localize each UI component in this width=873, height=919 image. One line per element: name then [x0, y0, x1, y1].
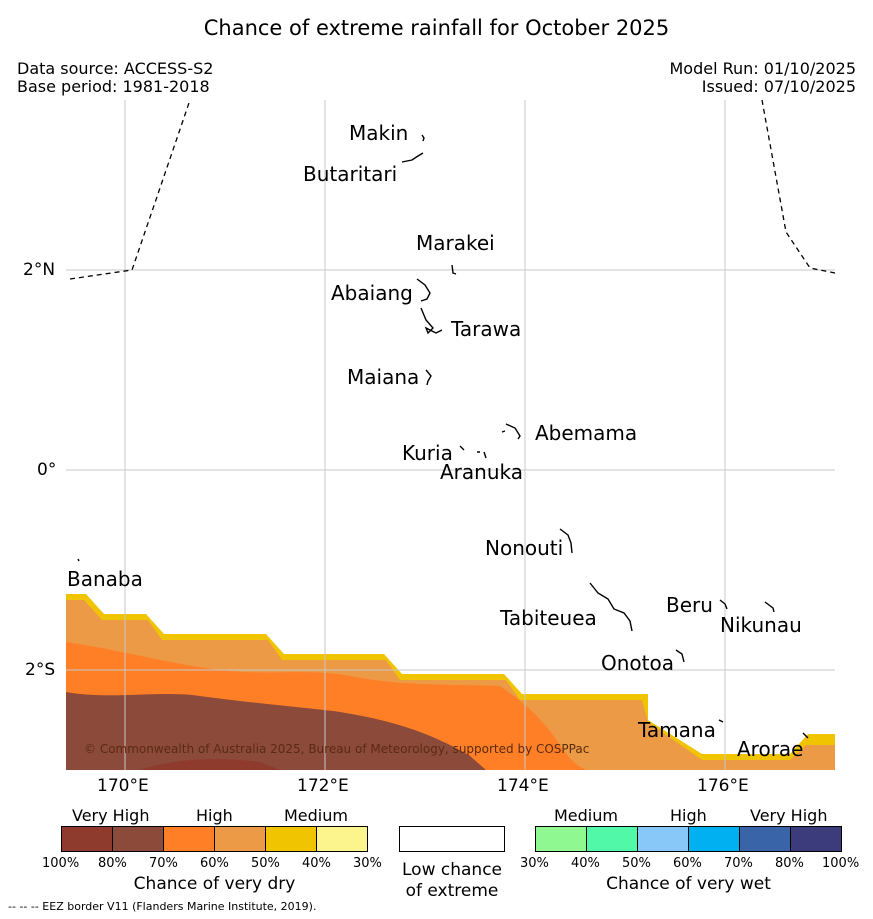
island-label-arorae: Arorae — [737, 737, 804, 761]
copyright-credit: © Commonwealth of Australia 2025, Bureau… — [84, 742, 590, 756]
banaba-outline — [77, 558, 80, 562]
wet-tick-60: 60% — [673, 856, 702, 871]
eez-footnote: -- -- -- EEZ border V11 (Flanders Marine… — [8, 900, 317, 913]
island-label-nikunau: Nikunau — [720, 613, 802, 637]
dry-legend-title: Chance of very dry — [133, 874, 296, 894]
wet-tick-50: 50% — [622, 856, 651, 871]
wet-category-very-high: Very High — [750, 806, 828, 825]
island-label-banaba: Banaba — [67, 567, 143, 591]
butaritari-outline — [401, 152, 424, 163]
makin-outline — [421, 134, 425, 142]
dry-tick-60: 60% — [200, 856, 229, 871]
island-label-abaiang: Abaiang — [331, 281, 413, 305]
dry-swatch-50-40 — [265, 826, 317, 852]
dry-category-very-high: Very High — [72, 806, 150, 825]
dry-tick-30: 30% — [353, 856, 382, 871]
lon-label-172: 172°E — [297, 776, 349, 796]
island-label-nonouti: Nonouti — [485, 536, 564, 560]
wet-tick-70: 70% — [724, 856, 753, 871]
wet-tick-80: 80% — [775, 856, 804, 871]
graticule — [66, 100, 835, 770]
wet-category-high: High — [670, 806, 707, 825]
dry-category-high: High — [196, 806, 233, 825]
kuria-aranuka-outline — [459, 445, 487, 459]
lon-label-176: 176°E — [697, 776, 749, 796]
lat-label-0: 0° — [37, 460, 57, 480]
island-label-beru: Beru — [666, 593, 713, 617]
map-canvas — [66, 99, 836, 770]
dry-swatch-80-70 — [112, 826, 164, 852]
lon-label-170: 170°E — [97, 776, 149, 796]
marakei-outline — [451, 264, 457, 275]
dry-tick-70: 70% — [149, 856, 178, 871]
island-label-tamana: Tamana — [638, 718, 716, 742]
abaiang-outline — [416, 278, 431, 302]
maiana-outline — [425, 369, 432, 386]
wet-category-medium: Medium — [554, 806, 618, 825]
low-chance-swatch — [399, 826, 505, 852]
base-period: Base period: 1981-2018 — [17, 77, 210, 96]
tabiteuea-outline — [589, 582, 633, 632]
dry-tick-40: 40% — [302, 856, 331, 871]
low-chance-label: Low chance of extreme — [398, 860, 506, 902]
beru-outline — [719, 599, 728, 610]
island-label-abemama: Abemama — [535, 421, 638, 445]
island-outlines — [77, 134, 809, 739]
wet-tick-100: 100% — [822, 856, 860, 871]
nonouti-outline — [559, 528, 573, 554]
wet-swatch-40-50 — [586, 826, 638, 852]
wet-tick-40: 40% — [571, 856, 600, 871]
island-label-onotoa: Onotoa — [601, 651, 674, 675]
wet-legend-title: Chance of very wet — [606, 874, 771, 894]
tamana-outline — [718, 719, 724, 723]
map-title: Chance of extreme rainfall for October 2… — [203, 16, 670, 40]
island-label-tarawa: Tarawa — [451, 317, 522, 341]
dry-category-medium: Medium — [284, 806, 348, 825]
tarawa-outline — [420, 307, 443, 335]
wet-swatch-30-40 — [535, 826, 587, 852]
wet-swatch-80-100 — [790, 826, 842, 852]
very-high-dry-region — [66, 692, 486, 770]
island-label-makin: Makin — [349, 121, 409, 145]
low-chance-line1: Low chance — [402, 860, 502, 880]
dry-swatch-40-30 — [316, 826, 368, 852]
onotoa-outline — [675, 649, 685, 663]
island-label-tabiteuea: Tabiteuea — [500, 606, 597, 630]
arorae-outline — [802, 732, 809, 739]
dry-tick-80: 80% — [98, 856, 127, 871]
dry-swatch-60-50 — [214, 826, 266, 852]
nikunau-outline — [764, 601, 775, 613]
wet-tick-30: 30% — [520, 856, 549, 871]
wet-swatch-60-70 — [688, 826, 740, 852]
data-source: Data source: ACCESS-S2 — [17, 59, 214, 78]
dry-tick-100: 100% — [42, 856, 80, 871]
dry-swatch-100-80 — [61, 826, 113, 852]
island-label-marakei: Marakei — [416, 231, 495, 255]
lat-label-2s: 2°S — [25, 660, 56, 680]
low-chance-line2: of extreme — [405, 881, 499, 901]
model-run: Model Run: 01/10/2025 — [669, 59, 857, 78]
dry-swatch-70-60 — [163, 826, 215, 852]
very-high-dry-core — [140, 759, 280, 770]
lat-label-2n: 2°N — [23, 260, 56, 280]
island-label-butaritari: Butaritari — [303, 162, 398, 186]
wet-swatch-50-60 — [637, 826, 689, 852]
abemama-outline — [501, 423, 521, 440]
issued-date: Issued: 07/10/2025 — [701, 77, 856, 96]
wet-swatch-70-80 — [739, 826, 791, 852]
eez-border — [69, 99, 836, 280]
island-label-kuria: Kuria — [402, 441, 453, 465]
island-label-aranuka: Aranuka — [440, 460, 523, 484]
lon-label-174: 174°E — [497, 776, 549, 796]
dry-tick-50: 50% — [251, 856, 280, 871]
island-label-maiana: Maiana — [347, 365, 420, 389]
